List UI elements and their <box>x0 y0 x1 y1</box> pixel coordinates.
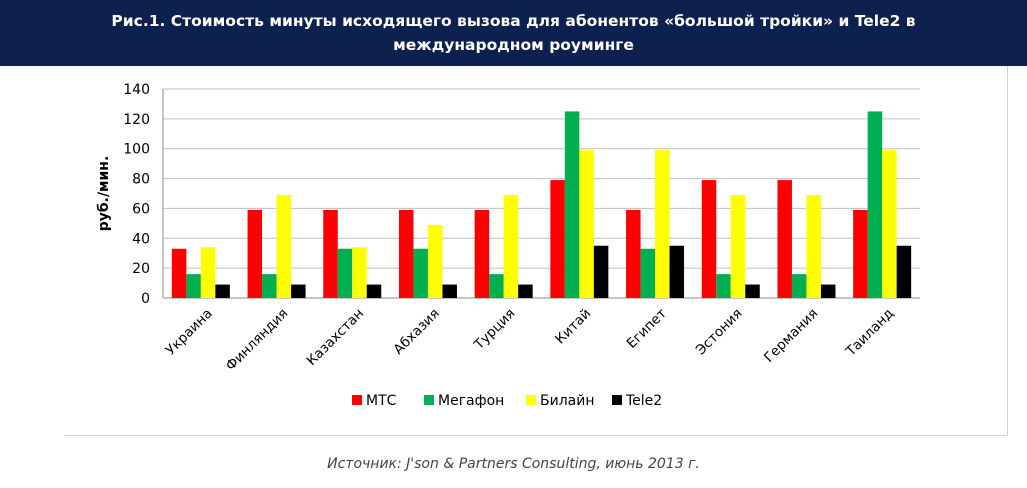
x-tick-label: Турция <box>470 306 518 354</box>
y-tick-label: 120 <box>123 112 150 128</box>
bar-1-9 <box>777 180 792 298</box>
bar-3-2 <box>276 194 292 298</box>
bar-2-10 <box>867 111 883 299</box>
bar-1-4 <box>398 209 414 298</box>
legend-label: Билайн <box>540 393 594 409</box>
bar-2-5 <box>489 274 504 298</box>
bar-1-7 <box>626 209 641 298</box>
figure-title: Рис.1. Стоимость минуты исходящего вызов… <box>111 12 916 54</box>
bar-2-3 <box>337 248 353 298</box>
x-tick-label: Китай <box>552 306 594 348</box>
legend-label: Мегафон <box>438 393 504 409</box>
bar-3-7 <box>655 150 670 298</box>
x-tick-label: Эстония <box>693 306 746 359</box>
bar-1-2 <box>247 209 263 298</box>
x-tick-label: Украина <box>163 306 216 359</box>
bar-2-4 <box>413 248 428 298</box>
bar-3-9 <box>806 194 821 298</box>
bar-1-5 <box>474 209 490 298</box>
bar-3-10 <box>882 150 897 298</box>
y-tick-label: 0 <box>141 291 150 307</box>
y-tick-label: 100 <box>123 142 150 158</box>
bar-3-1 <box>200 247 216 298</box>
legend-swatch <box>612 395 622 405</box>
legend-label: МТС <box>366 393 397 409</box>
bar-4-6 <box>593 245 609 298</box>
bar-1-10 <box>853 209 868 298</box>
bar-3-6 <box>579 150 594 298</box>
x-tick-label: Германия <box>761 306 821 366</box>
bar-2-8 <box>716 274 731 298</box>
x-tick-label: Абхазия <box>391 306 443 358</box>
bar-4-7 <box>669 245 685 298</box>
bar-2-1 <box>186 274 201 298</box>
x-tick-label: Финляндия <box>223 306 292 375</box>
x-tick-label: Казахстан <box>304 306 367 369</box>
bar-4-1 <box>215 284 230 298</box>
y-tick-label: 60 <box>132 201 150 217</box>
legend-swatch <box>424 395 434 405</box>
bar-2-9 <box>791 274 807 298</box>
bar-4-3 <box>366 284 382 298</box>
bar-1-6 <box>550 180 565 298</box>
bar-3-3 <box>352 247 367 298</box>
bar-4-10 <box>896 245 912 298</box>
bar-2-2 <box>262 274 277 298</box>
y-axis-title: руб./мин. <box>96 156 112 232</box>
legend-swatch <box>526 395 536 405</box>
y-tick-label: 80 <box>132 172 150 188</box>
bar-3-8 <box>730 194 746 298</box>
y-tick-label: 20 <box>132 261 150 277</box>
bar-2-6 <box>564 111 580 299</box>
y-tick-label: 140 <box>123 82 150 98</box>
bar-4-4 <box>442 284 457 298</box>
legend-label: Tele2 <box>625 393 662 409</box>
chart-frame <box>64 66 1008 436</box>
bar-1-1 <box>171 248 187 298</box>
legend-swatch <box>352 395 362 405</box>
source-note: Источник: J'son & Partners Consulting, и… <box>327 456 700 472</box>
bar-4-8 <box>745 284 760 298</box>
bar-4-5 <box>518 284 533 298</box>
bar-1-3 <box>323 209 338 298</box>
figure-title-banner: Рис.1. Стоимость минуты исходящего вызов… <box>0 0 1027 66</box>
bar-2-7 <box>640 248 656 298</box>
bar-4-9 <box>820 284 836 298</box>
bar-chart: 0 20 40 60 80 100 120 140 руб./мин. Украина Финлян… <box>96 82 920 409</box>
bar-3-5 <box>503 194 519 298</box>
x-tick-label: Египет <box>624 305 670 351</box>
bar-4-2 <box>291 284 306 298</box>
y-tick-label: 40 <box>132 231 150 247</box>
x-tick-label: Таиланд <box>842 306 897 361</box>
bar-3-4 <box>427 224 443 298</box>
bar-1-8 <box>701 180 717 298</box>
